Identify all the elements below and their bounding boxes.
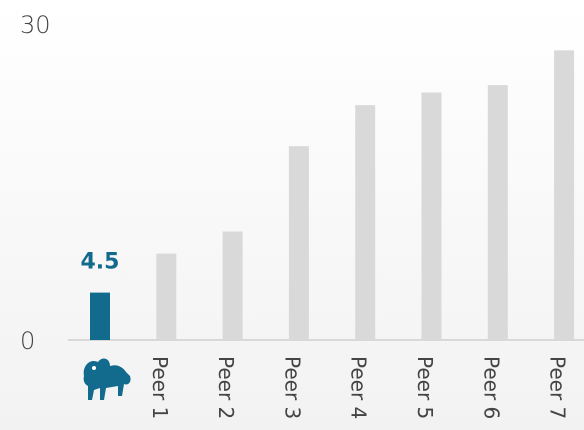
x-tick-label: Peer 6 bbox=[479, 356, 503, 419]
value-label: 4.5 bbox=[81, 250, 120, 275]
x-tick-label: Peer 4 bbox=[347, 356, 371, 419]
bar bbox=[222, 231, 243, 340]
bar bbox=[554, 50, 575, 340]
bar bbox=[90, 292, 110, 340]
eni-logo bbox=[83, 358, 131, 400]
y-tick-label: 0 bbox=[20, 327, 35, 355]
x-tick-label: Peer 5 bbox=[413, 356, 437, 419]
x-tick-label: Peer 1 bbox=[148, 356, 172, 419]
bar bbox=[487, 85, 508, 341]
bar bbox=[288, 146, 309, 340]
bar bbox=[355, 105, 376, 341]
bar bbox=[156, 253, 177, 340]
x-tick-label: Peer 2 bbox=[214, 356, 238, 419]
bar bbox=[421, 92, 442, 340]
x-tick-label: Peer 7 bbox=[546, 356, 570, 419]
y-tick-label: 30 bbox=[20, 11, 51, 39]
x-tick-label: Peer 3 bbox=[280, 356, 304, 419]
